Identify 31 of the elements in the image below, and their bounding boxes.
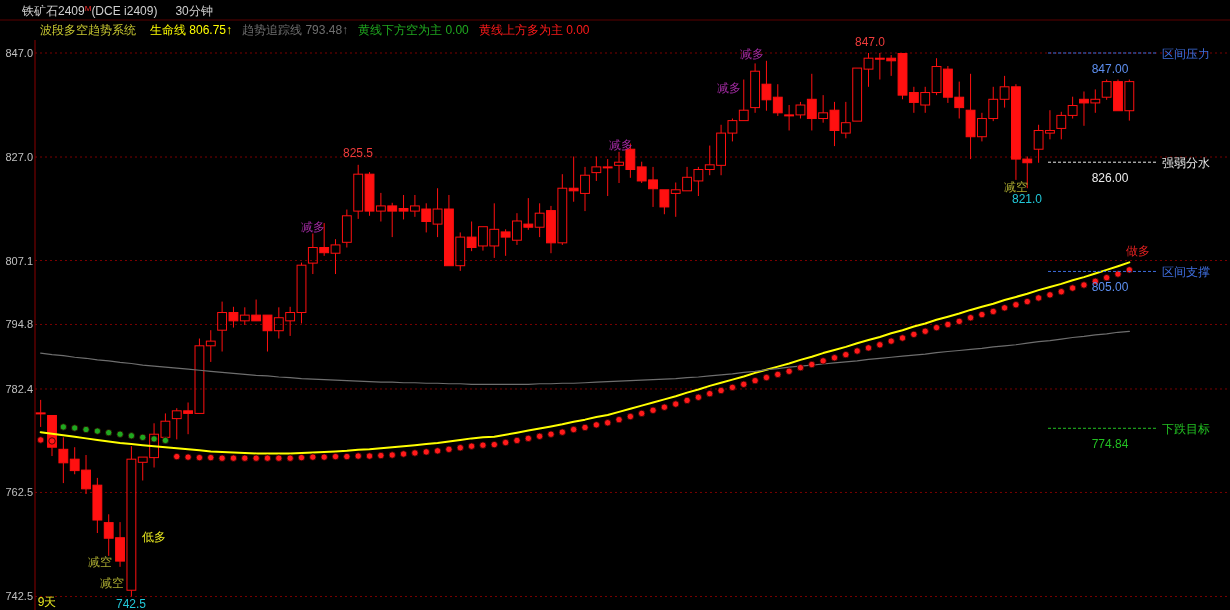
y-tick-label: 847.0 [5, 47, 33, 59]
annotation: 774.84 [1091, 437, 1129, 452]
annotation: 805.00 [1091, 280, 1129, 295]
ref-line-label: 区间支撑 [1162, 265, 1210, 280]
annotation: 847.0 [854, 35, 886, 49]
ref-line-label: 下跌目标 [1162, 422, 1210, 437]
y-tick-label: 782.4 [5, 382, 33, 395]
annotation: 减多 [301, 220, 325, 234]
annotation: 826.00 [1091, 171, 1129, 186]
annotation: 821.0 [1011, 192, 1043, 207]
annotation: 做多 [1126, 244, 1150, 258]
y-tick-label: 742.5 [5, 590, 33, 603]
annotation: 847.00 [1091, 62, 1129, 76]
annotation: 低多 [142, 530, 166, 544]
annotation: 减多 [717, 81, 741, 95]
annotation: 825.5 [342, 145, 374, 160]
y-tick-label: 807.1 [5, 254, 33, 267]
annotation: 减多 [740, 47, 764, 61]
y-tick-label: 827.0 [5, 151, 33, 164]
annotation: 9天 [37, 595, 57, 609]
y-tick-label: 762.5 [5, 486, 33, 499]
annotation: 减空 [1004, 180, 1028, 194]
ref-line-label: 区间压力 [1162, 47, 1210, 61]
legend: 波段多空趋势系统 生命线 806.75↑ 趋势追踪线 793.48↑ 黄线下方空为主 0.00 黄线上方多为主 0.00 [40, 23, 590, 37]
header: 铁矿石2409$^{M}$(DCE i2409) 30分钟 [22, 3, 213, 18]
ref-line-label: 强弱分水 [1162, 156, 1210, 171]
y-tick-label: 794.8 [5, 318, 33, 331]
annotation: 减空 [100, 576, 124, 590]
annotation: 减空 [88, 555, 112, 569]
annotation: 742.5 [115, 597, 147, 610]
annotation: 减多 [609, 138, 633, 152]
